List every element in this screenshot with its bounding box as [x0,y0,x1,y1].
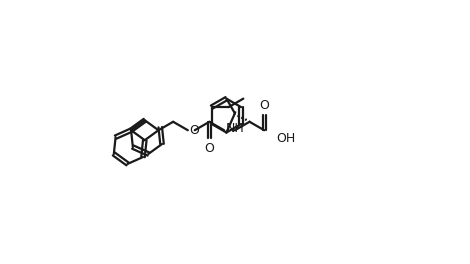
Text: O: O [189,124,199,137]
Text: NH: NH [226,122,244,135]
Text: OH: OH [276,132,295,145]
Text: O: O [204,142,214,155]
Text: O: O [259,99,269,112]
